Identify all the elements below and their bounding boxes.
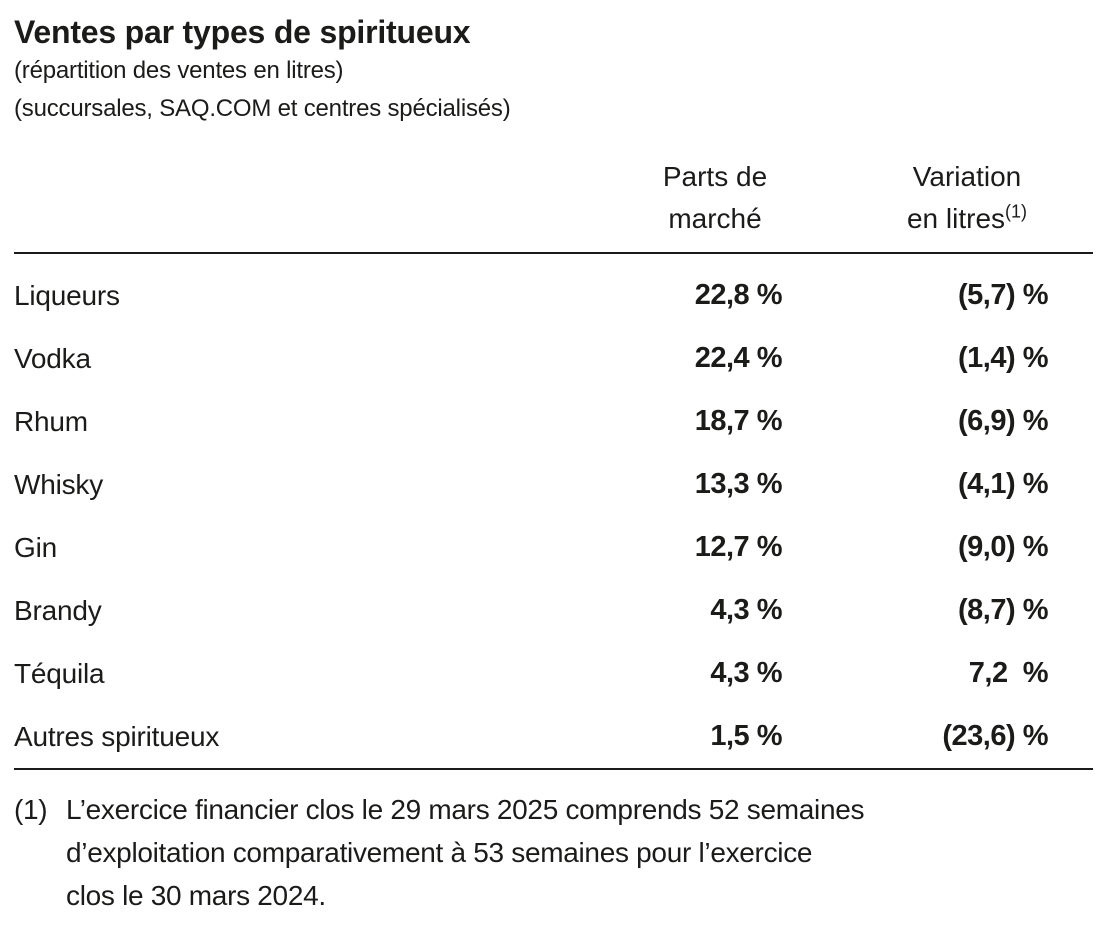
row-label: Téquila	[14, 657, 105, 689]
variation-value: (23,6) %	[782, 705, 1093, 770]
footnote-text: L’exercice financier clos le 29 mars 202…	[66, 794, 865, 911]
parts-value: 4,3 %	[710, 657, 782, 689]
parts-value: 18,7 %	[694, 405, 783, 437]
variation-value: (1,4) %	[958, 342, 1048, 374]
column-header-parts-de-marche: Parts de marché	[648, 128, 782, 254]
header-parts-line2: marché	[668, 203, 762, 234]
table-row: Rhum 18,7 % (6,9) %	[14, 390, 1093, 453]
variation-value: (9,0) %	[958, 531, 1048, 563]
column-header-variation-litres: Variation en litres(1)	[782, 128, 1093, 254]
variation-value: (5,7) %	[958, 279, 1048, 311]
table-row: Gin 12,7 % (9,0) %	[14, 516, 1093, 579]
variation-value: (8,7) %	[958, 594, 1048, 626]
row-label: Gin	[14, 531, 57, 563]
parts-value: 12,7 %	[694, 531, 783, 563]
parts-value: 22,8 %	[694, 279, 783, 311]
header-variation-line2: en litres	[906, 203, 1006, 234]
row-label: Liqueurs	[14, 279, 120, 311]
variation-value: 7,2 %	[968, 657, 1049, 689]
page-title: Ventes par types de spiritueux	[14, 14, 471, 50]
table-row: Téquila 4,3 % 7,2 %	[14, 642, 1093, 705]
footnote: (1) L’exercice financier clos le 29 mars…	[14, 788, 1093, 917]
table-row: Vodka 22,4 % (1,4) %	[14, 327, 1093, 390]
parts-value: 1,5 %	[648, 705, 783, 770]
parts-value: 4,3 %	[710, 594, 782, 626]
parts-value: 13,3 %	[694, 468, 783, 500]
row-label: Vodka	[14, 342, 91, 374]
variation-value: (4,1) %	[958, 468, 1048, 500]
row-label: Autres spiritueux	[14, 705, 648, 770]
column-header-empty	[14, 128, 648, 254]
header-parts-line1: Parts de	[662, 161, 768, 192]
table-row: Brandy 4,3 % (8,7) %	[14, 579, 1093, 642]
variation-value: (6,9) %	[958, 405, 1048, 437]
parts-value: 22,4 %	[694, 342, 783, 374]
subtitle-line-2: (succursales, SAQ.COM et centres spécial…	[14, 95, 511, 122]
table-row: Liqueurs 22,8 % (5,7) %	[14, 253, 1093, 327]
subtitle-line-1: (répartition des ventes en litres)	[14, 57, 344, 84]
table-row: Whisky 13,3 % (4,1) %	[14, 453, 1093, 516]
table-header-row: Parts de marché Variation en litres(1)	[14, 128, 1093, 254]
header-variation-line1: Variation	[912, 161, 1022, 192]
spirits-sales-table: Parts de marché Variation en litres(1) Liq…	[14, 128, 1093, 770]
row-label: Brandy	[14, 594, 102, 626]
table-row: Autres spiritueux 1,5 % (23,6) %	[14, 705, 1093, 770]
footnote-reference-superscript: (1)	[1005, 201, 1028, 222]
row-label: Whisky	[14, 468, 104, 500]
footnote-marker: (1)	[14, 794, 48, 825]
row-label: Rhum	[14, 405, 88, 437]
